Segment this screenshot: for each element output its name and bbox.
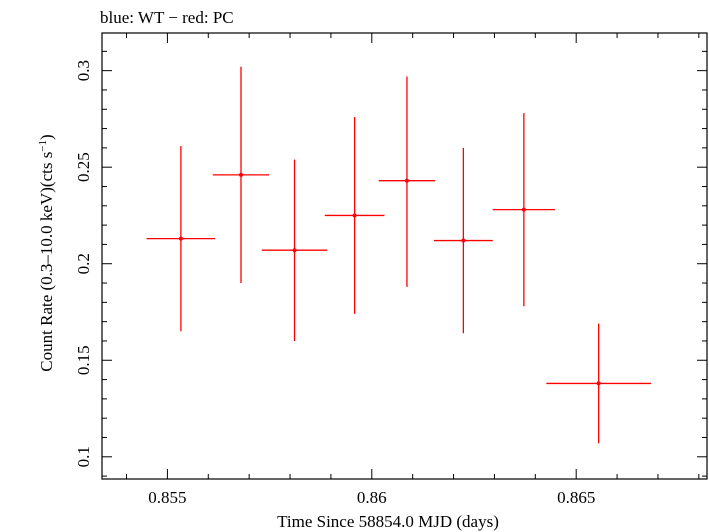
y-tick-label: 0.15 [74,345,93,375]
y-tick-label: 0.2 [74,253,93,274]
chart-title: blue: WT − red: PC [100,8,234,27]
y-tick-label: 0.3 [74,60,93,81]
data-point [546,323,651,444]
y-axis-ticks: 0.1 0.15 0.2 0.25 0.3 [74,50,707,477]
data-point [261,159,328,341]
point-marker [596,381,601,386]
x-tick-label: 0.865 [557,488,595,507]
x-axis-label: Time Since 58854.0 MJD (days) [277,512,499,531]
y-axis-label: Count Rate (0.3–10.0 keV)(cts s−1) [37,134,56,371]
x-tick-label: 0.86 [357,488,387,507]
data-point [378,76,436,287]
y-axis-label-exponent: −1 [37,140,49,152]
plot-border [101,32,708,480]
y-tick-label: 0.1 [74,446,93,467]
point-marker [292,248,297,253]
point-marker [352,213,357,218]
data-point [492,113,555,307]
x-axis-ticks: 0.855 0.86 0.865 [126,33,700,507]
plot-frame [101,32,708,480]
x-tick-label: 0.855 [148,488,186,507]
point-marker [178,236,183,241]
point-marker [238,172,243,177]
point-marker [461,238,466,243]
y-axis-label-main: Count Rate (0.3–10.0 keV)(cts s [37,152,56,372]
data-point [146,145,216,332]
data-point [212,66,270,284]
y-axis-label-close: ) [37,134,56,140]
point-marker [521,207,526,212]
y-tick-label: 0.25 [74,152,93,182]
data-series [146,66,651,444]
point-marker [404,178,409,183]
data-point [433,147,493,334]
data-point [324,116,385,314]
